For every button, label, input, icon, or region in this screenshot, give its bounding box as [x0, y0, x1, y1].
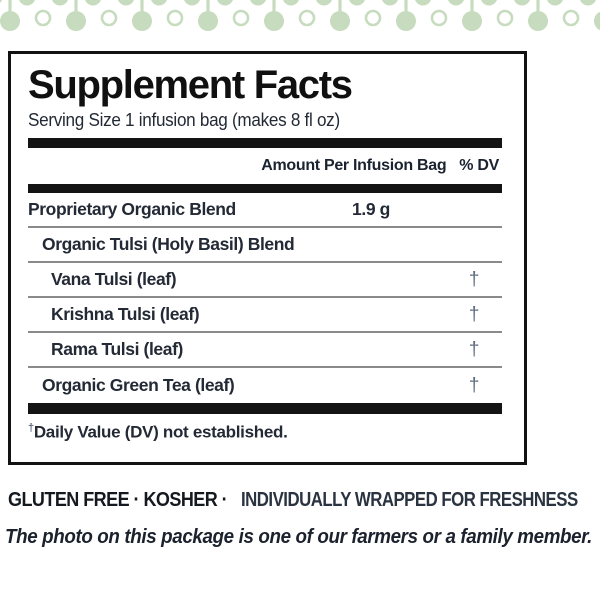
farmer-photo-note: The photo on this package is one of our … — [5, 526, 593, 548]
thick-rule-header — [28, 184, 502, 193]
ingredient-name: Rama Tulsi (leaf) — [51, 339, 183, 359]
ingredient-name: Vana Tulsi (leaf) — [51, 269, 177, 289]
thick-rule-top — [28, 138, 502, 148]
claims-individually-wrapped: INDIVIDUALLY WRAPPED FOR FRESHNESS — [241, 489, 578, 511]
table-row-rama-tulsi: Rama Tulsi (leaf) † — [28, 333, 502, 368]
column-header-dv: % DV — [459, 157, 499, 174]
column-header-row: Amount Per Infusion Bag % DV — [28, 148, 502, 184]
table-row-proprietary-blend: Proprietary Organic Blend 1.9 g — [28, 193, 502, 228]
dv-footnote-text: Daily Value (DV) not established. — [33, 422, 288, 442]
garland-border-decoration — [0, 0, 600, 34]
supplement-facts-panel: Supplement Facts Serving Size 1 infusion… — [8, 51, 527, 465]
ingredient-name: Organic Green Tea (leaf) — [42, 375, 235, 395]
dagger-symbol: † — [28, 422, 34, 434]
claims-line: GLUTEN FREE · KOSHER · INDIVIDUALLY WRAP… — [8, 488, 600, 512]
ingredient-name: Organic Tulsi (Holy Basil) Blend — [42, 234, 295, 254]
dv-footnote: †Daily Value (DV) not established. — [28, 422, 502, 443]
table-row-green-tea: Organic Green Tea (leaf) † — [28, 368, 502, 403]
ingredient-dv: † — [468, 338, 480, 360]
ingredient-name: Krishna Tulsi (leaf) — [51, 304, 200, 324]
serving-size-text: Serving Size 1 infusion bag (makes 8 fl … — [28, 110, 340, 130]
table-row-vana-tulsi: Vana Tulsi (leaf) † — [28, 263, 502, 298]
table-row-tulsi-blend: Organic Tulsi (Holy Basil) Blend — [28, 228, 502, 263]
ingredient-dv: † — [468, 268, 480, 290]
ingredient-amount: 1.9 g — [352, 199, 390, 219]
table-row-krishna-tulsi: Krishna Tulsi (leaf) † — [28, 298, 502, 333]
ingredient-dv: † — [468, 374, 480, 396]
serving-size-line: Serving Size 1 infusion bag (makes 8 fl … — [28, 106, 502, 131]
thick-rule-bottom — [28, 403, 502, 414]
claims-gluten-free-kosher: GLUTEN FREE · KOSHER · — [8, 489, 228, 511]
column-header-amount: Amount Per Infusion Bag — [261, 157, 447, 174]
panel-content: Supplement Facts Serving Size 1 infusion… — [11, 54, 524, 443]
ingredient-dv: † — [468, 303, 480, 325]
ingredient-name: Proprietary Organic Blend — [28, 199, 236, 219]
panel-title: Supplement Facts — [28, 63, 353, 107]
